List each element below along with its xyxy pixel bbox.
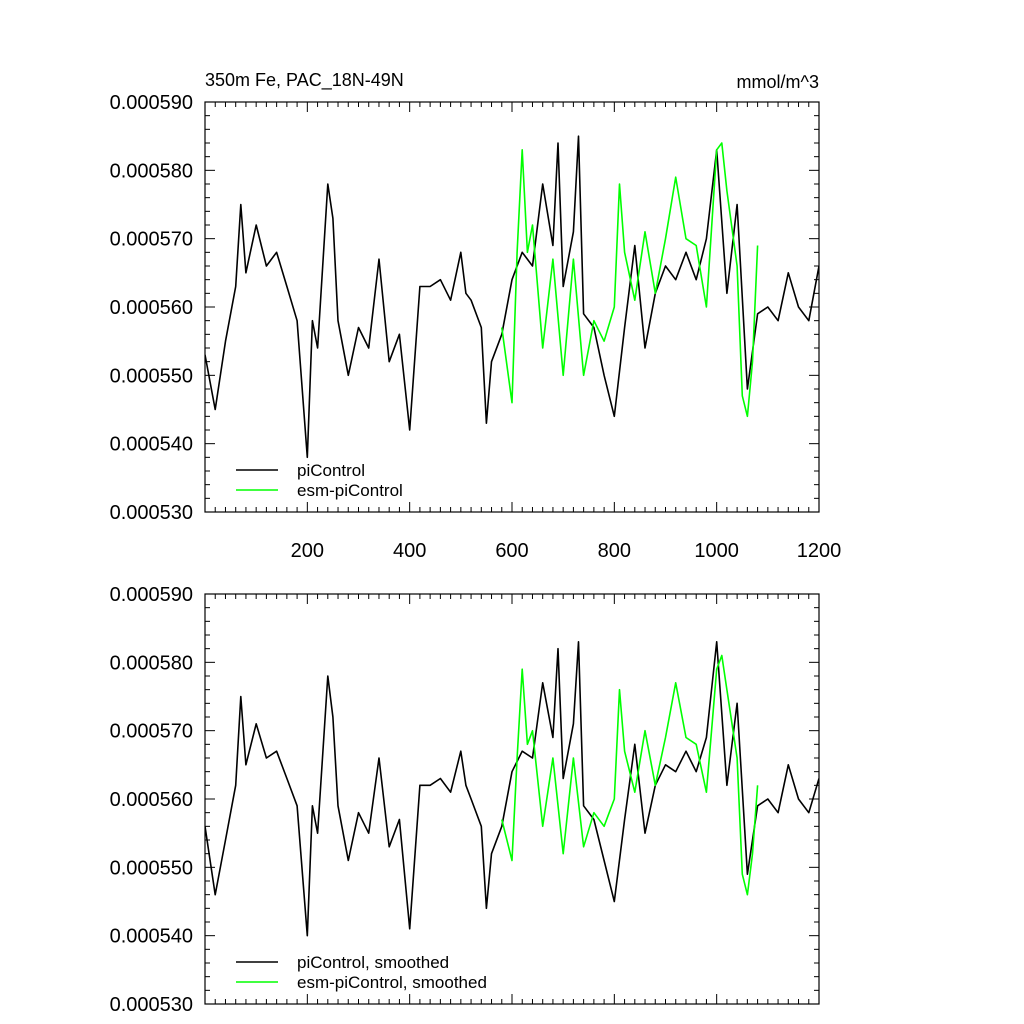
x-tick-label: 1200	[797, 540, 842, 562]
legend-label-esm-picontrol-smoothed: esm-piControl, smoothed	[297, 973, 487, 992]
y-tick-label: 0.000530	[110, 502, 193, 524]
y-tick-label: 0.000590	[110, 584, 193, 606]
y-tick-label: 0.000580	[110, 160, 193, 182]
series-line-0	[205, 135, 819, 459]
bottom-chart-panel: 0.000530 0.000540 0.000550 0.000560 0.000570…	[110, 584, 820, 1016]
y-tick-label: 0.000560	[110, 297, 193, 319]
y-tick-label: 0.000570	[110, 721, 193, 743]
y-tick-label: 0.000550	[110, 857, 193, 879]
top-legend: piControl esm-piControl	[236, 461, 403, 500]
y-tick-label: 0.000530	[110, 994, 193, 1016]
plot-frame	[204, 593, 820, 1005]
top-chart-units-label: mmol/m^3	[737, 72, 819, 92]
y-tick-label: 0.000560	[110, 789, 193, 811]
x-tick-label: 600	[495, 540, 528, 562]
series-line-1	[501, 142, 759, 418]
y-tick-label: 0.000590	[110, 92, 193, 114]
top-chart-panel: 350m Fe, PAC_18N-49N mmol/m^3 0.0005300.…	[110, 70, 842, 562]
y-tick-label: 0.000540	[110, 434, 193, 456]
bottom-plot-area: 0.000530 0.000540 0.000550 0.000560 0.000570…	[110, 584, 820, 1016]
bottom-legend: piControl, smoothed esm-piControl, smoot…	[236, 953, 487, 992]
x-tick-label: 1000	[694, 540, 739, 562]
series-line-1	[501, 654, 759, 896]
y-tick-label: 0.000580	[110, 652, 193, 674]
y-tick-label: 0.000570	[110, 229, 193, 251]
plot-frame	[204, 101, 820, 513]
series-line-0	[205, 641, 819, 937]
legend-label-picontrol: piControl	[297, 461, 365, 480]
legend-label-esm-picontrol: esm-piControl	[297, 481, 403, 500]
x-tick-label: 800	[598, 540, 631, 562]
x-tick-label: 200	[291, 540, 324, 562]
legend-label-picontrol-smoothed: piControl, smoothed	[297, 953, 449, 972]
x-tick-label: 400	[393, 540, 426, 562]
y-tick-label: 0.000540	[110, 926, 193, 948]
y-tick-label: 0.000550	[110, 365, 193, 387]
top-chart-title: 350m Fe, PAC_18N-49N	[205, 70, 404, 91]
top-plot-area: 0.000530 0.000540 0.000550 0.000560 0.000570…	[110, 92, 842, 562]
